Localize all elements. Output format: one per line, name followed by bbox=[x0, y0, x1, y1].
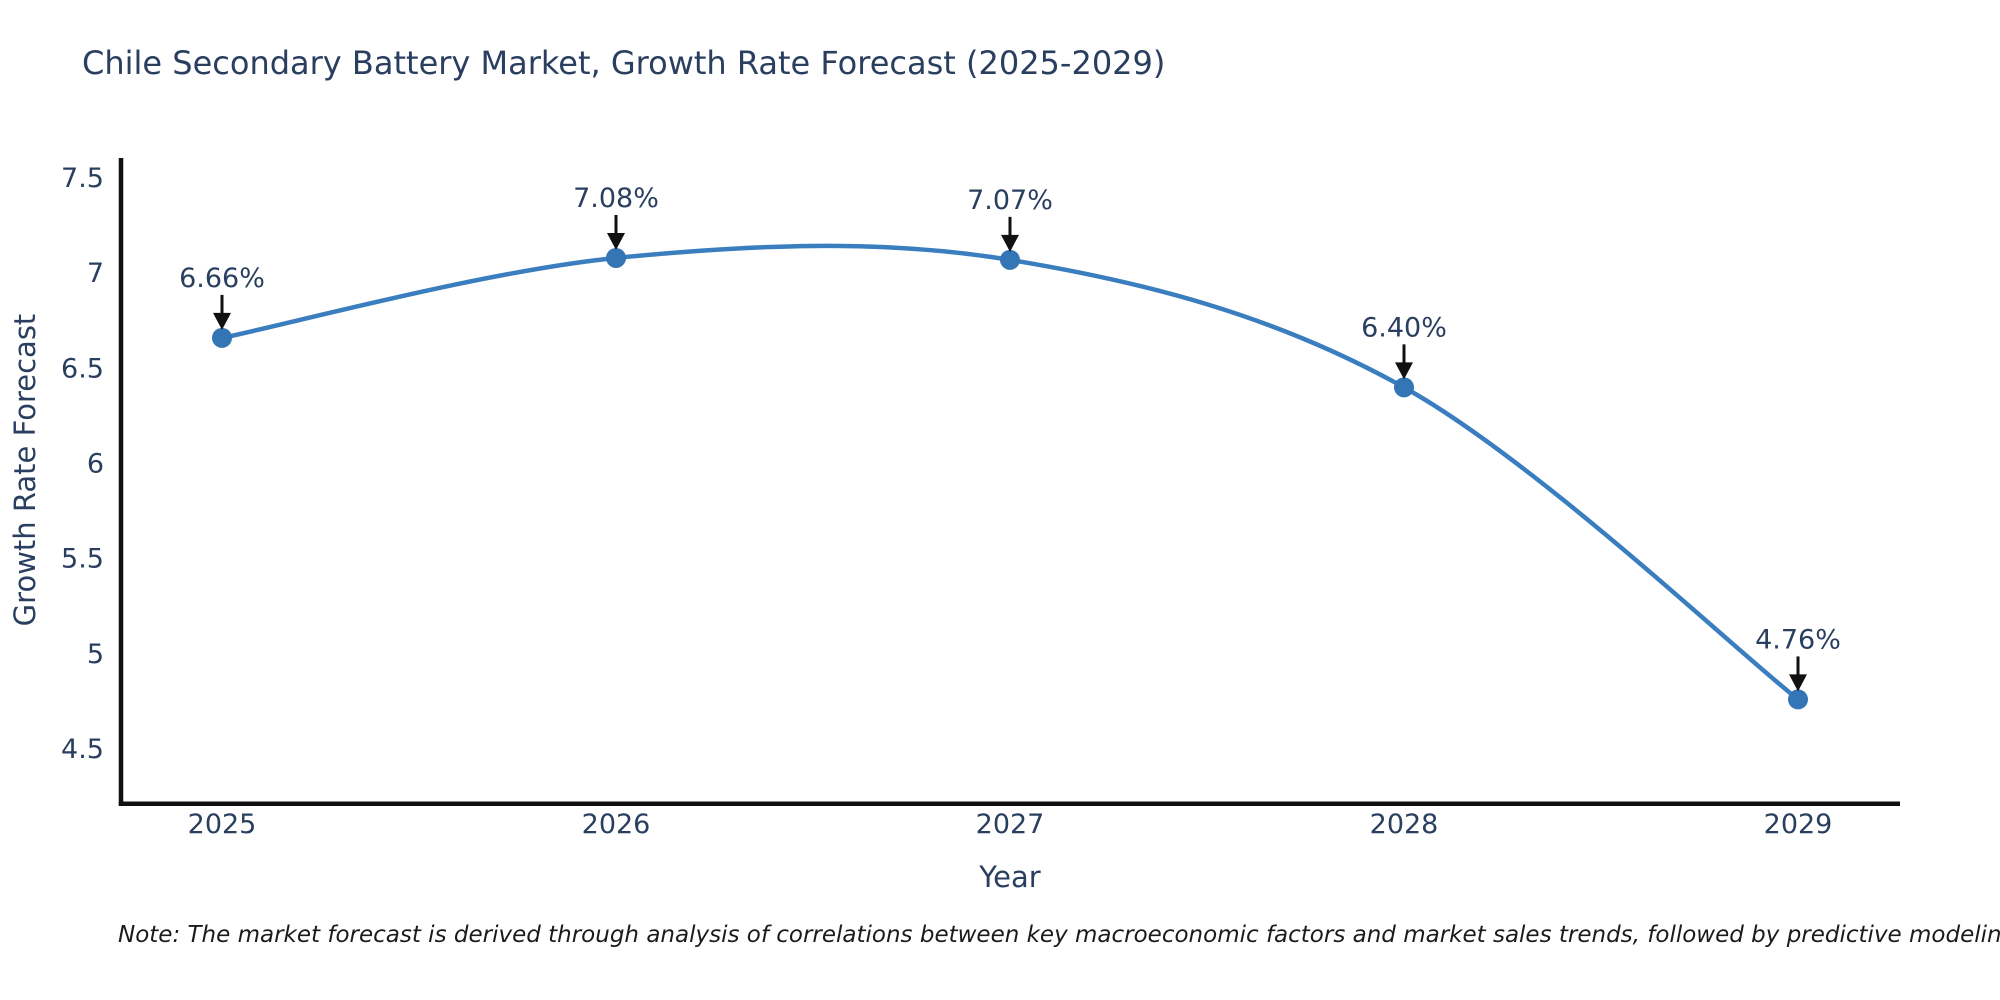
annotation-label: 4.76% bbox=[1755, 624, 1841, 655]
annotation-label: 6.40% bbox=[1361, 312, 1447, 343]
x-tick-label: 2028 bbox=[1370, 809, 1439, 840]
trend-line bbox=[219, 243, 1801, 702]
x-tick-label: 2026 bbox=[582, 809, 651, 840]
y-tick-label: 4.5 bbox=[61, 734, 104, 765]
y-tick-label: 5.5 bbox=[61, 544, 104, 575]
y-tick-label: 5 bbox=[87, 639, 104, 670]
data-point-marker bbox=[212, 327, 232, 348]
annotation-arrow-head bbox=[1395, 362, 1413, 380]
annotation-arrow-head bbox=[1001, 234, 1019, 252]
annotation-label: 7.08% bbox=[573, 183, 659, 214]
data-point-marker bbox=[1788, 689, 1808, 710]
annotation-arrow-head bbox=[213, 312, 231, 330]
annotation-arrow-head bbox=[1789, 674, 1807, 692]
x-axis-title: Year bbox=[979, 860, 1041, 894]
footnote: Note: The market forecast is derived thr… bbox=[118, 922, 2000, 948]
data-point-marker bbox=[606, 247, 626, 268]
x-tick-label: 2029 bbox=[1764, 809, 1833, 840]
x-tick-label: 2025 bbox=[188, 809, 257, 840]
annotation-label: 7.07% bbox=[967, 185, 1053, 216]
x-tick-label: 2027 bbox=[976, 809, 1045, 840]
annotation-label: 6.66% bbox=[179, 263, 265, 294]
chart-title: Chile Secondary Battery Market, Growth R… bbox=[82, 44, 1166, 82]
data-point-marker bbox=[1394, 377, 1414, 398]
y-tick-label: 6.5 bbox=[61, 353, 104, 384]
annotation-arrow-head bbox=[607, 232, 625, 250]
y-tick-label: 7 bbox=[87, 258, 104, 289]
data-point-marker bbox=[1000, 249, 1020, 270]
y-tick-label: 7.5 bbox=[61, 163, 104, 194]
y-tick-label: 6 bbox=[87, 448, 104, 479]
